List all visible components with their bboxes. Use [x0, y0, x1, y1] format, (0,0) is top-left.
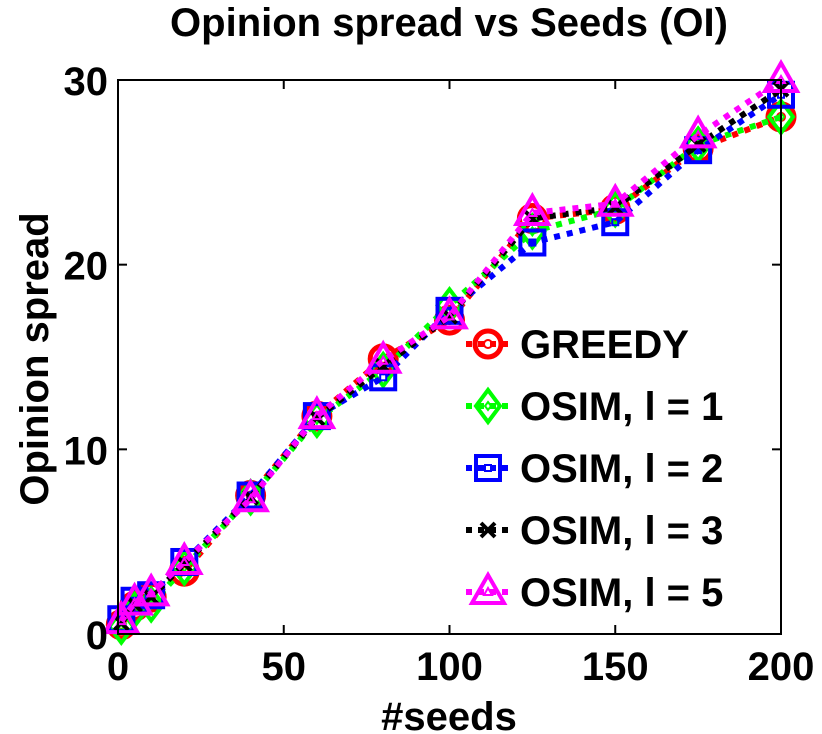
legend-item: OSIM, l = 3	[466, 509, 723, 553]
series-greedy	[105, 101, 797, 641]
x-tick-label: 200	[748, 645, 815, 689]
legend-label: OSIM, l = 1	[520, 385, 723, 429]
legend-item: GREEDY	[466, 323, 689, 367]
chart-title: Opinion spread vs Seeds (OI)	[170, 1, 728, 45]
data-point	[512, 191, 552, 226]
legend-item: OSIM, l = 5	[466, 570, 723, 615]
legend-marker	[473, 386, 503, 426]
y-tick-label: 20	[64, 245, 109, 289]
y-tick-label: 30	[64, 60, 109, 104]
y-tick-label: 10	[64, 429, 109, 473]
legend-item: OSIM, l = 1	[466, 385, 723, 429]
legend-label: OSIM, l = 5	[520, 571, 723, 615]
data-point	[231, 478, 271, 513]
legend-marker	[474, 454, 502, 482]
data-point	[430, 295, 469, 330]
legend-marker	[479, 521, 497, 539]
data-point	[678, 114, 718, 149]
x-tick-label: 150	[582, 645, 649, 689]
legend-marker	[472, 328, 504, 360]
series-line	[118, 77, 783, 623]
data-point	[101, 600, 141, 635]
legend-item: OSIM, l = 2	[466, 447, 723, 491]
data-point	[595, 182, 635, 217]
data-point	[164, 540, 204, 575]
data-point	[518, 228, 547, 257]
series-osim-l-1	[106, 97, 796, 646]
y-axis-label: Opinion spread	[13, 212, 57, 505]
legend-marker	[468, 570, 508, 605]
legend-label: OSIM, l = 2	[520, 447, 723, 491]
y-tick-label: 0	[86, 614, 108, 658]
x-axis-label: #seeds	[381, 695, 517, 734]
x-tick-label: 50	[262, 645, 307, 689]
x-tick-label: 0	[107, 645, 129, 689]
legend-label: OSIM, l = 3	[520, 509, 723, 553]
data-point	[131, 572, 171, 607]
legend-label: GREEDY	[520, 323, 689, 367]
legend: GREEDY OSIM, l = 1 OSIM, l = 2 OSIM, l = 3 O…	[466, 323, 723, 615]
x-tick-label: 100	[416, 645, 483, 689]
data-point	[363, 339, 403, 374]
data-point	[297, 395, 337, 430]
